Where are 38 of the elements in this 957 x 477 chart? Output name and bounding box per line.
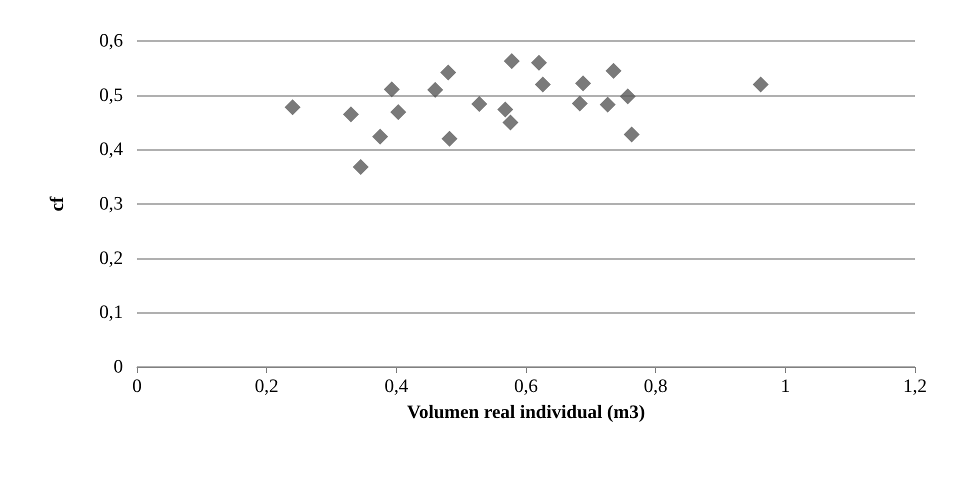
point: [471, 96, 488, 112]
point: [441, 130, 458, 147]
point: [624, 126, 640, 142]
point: [502, 114, 518, 130]
x-tick-label: 0,2: [254, 376, 279, 397]
point: [606, 62, 622, 79]
y-tick-label: 0: [114, 356, 123, 378]
point: [620, 88, 636, 104]
y-tick-label: 0,6: [99, 30, 123, 52]
y-tick-label: 0,4: [99, 139, 124, 160]
point: [534, 76, 551, 92]
x-tick-label: 1,2: [903, 376, 927, 397]
point: [575, 75, 592, 92]
point: [497, 101, 514, 118]
y-tick-label: 0,3: [99, 194, 123, 214]
point: [572, 95, 588, 112]
x-tick-label: 0,6: [514, 376, 538, 397]
point: [390, 104, 406, 120]
point: [342, 106, 359, 122]
point: [752, 76, 769, 92]
point: [284, 99, 301, 116]
y-axis-title: cf: [47, 196, 68, 212]
x-tick-label: 0,8: [644, 376, 668, 397]
y-tick-label: 0,5: [99, 84, 123, 106]
x-tick-label: 0: [132, 376, 142, 397]
point: [600, 96, 616, 113]
point: [530, 54, 547, 71]
point: [372, 128, 388, 145]
point: [504, 53, 520, 70]
point: [352, 159, 369, 176]
point: [440, 64, 456, 81]
point: [427, 82, 444, 98]
point: [384, 81, 400, 98]
y-tick-label: 0,1: [99, 302, 123, 324]
x-tick-label: 1: [780, 376, 790, 397]
x-tick-label: 0,4: [384, 376, 409, 397]
y-tick-label: 0,2: [99, 248, 123, 269]
x-axis-title: Volumen real individual (m3): [406, 402, 646, 423]
